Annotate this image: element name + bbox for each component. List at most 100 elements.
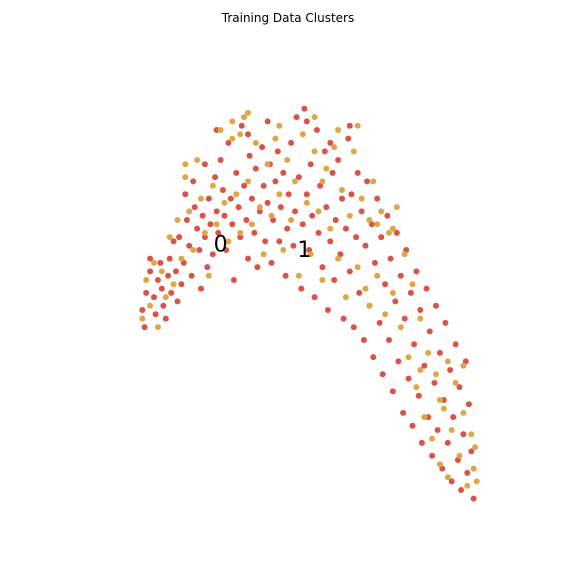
data-point [223, 247, 230, 253]
data-point [252, 165, 259, 172]
data-point [470, 465, 477, 472]
data-point [162, 315, 169, 322]
data-point [190, 247, 197, 253]
data-point [295, 272, 302, 279]
data-point [460, 431, 467, 438]
data-point [392, 298, 399, 305]
data-point [186, 242, 193, 249]
data-point [371, 259, 378, 266]
data-point [176, 234, 183, 241]
data-point [409, 422, 416, 429]
data-point [205, 195, 212, 202]
data-point [303, 118, 310, 125]
data-point [221, 199, 228, 206]
data-point [323, 204, 330, 211]
data-point [345, 135, 352, 142]
data-point [444, 439, 451, 446]
data-point [400, 409, 407, 416]
data-point [303, 199, 310, 206]
data-points [139, 105, 480, 502]
data-point [248, 195, 255, 202]
data-point [358, 208, 365, 215]
data-point [143, 277, 150, 283]
data-point [468, 448, 475, 455]
data-point [221, 212, 228, 219]
data-point [444, 474, 451, 481]
data-point [157, 259, 164, 266]
chart-title: Training Data Clusters [221, 11, 354, 25]
data-point [346, 212, 353, 219]
data-point [335, 127, 342, 133]
data-point [225, 238, 232, 245]
data-point [198, 285, 204, 292]
data-point [382, 311, 389, 318]
data-point [468, 431, 475, 438]
data-point [188, 272, 195, 279]
data-point [205, 272, 212, 279]
data-point [268, 212, 275, 219]
data-point [309, 212, 316, 219]
data-point [378, 234, 385, 241]
data-point [473, 478, 480, 485]
data-point [303, 191, 310, 198]
data-point [323, 165, 330, 172]
data-point [448, 478, 455, 485]
data-point [401, 315, 408, 322]
data-point [421, 414, 428, 421]
data-point [448, 427, 455, 433]
data-point [311, 294, 318, 301]
data-point [143, 289, 150, 296]
data-point [152, 311, 159, 318]
data-point [358, 195, 365, 202]
data-point [354, 122, 361, 129]
data-point [172, 268, 179, 275]
data-point [433, 302, 439, 309]
data-point [245, 255, 251, 262]
data-point [147, 268, 154, 275]
data-point [219, 187, 226, 193]
data-point [139, 307, 146, 313]
data-point [183, 217, 190, 223]
data-point [280, 169, 287, 176]
data-point [237, 131, 244, 138]
data-point [215, 229, 222, 236]
data-point [235, 204, 242, 211]
cluster-label-1: 1 [297, 238, 311, 263]
data-point [335, 157, 342, 163]
data-point [436, 349, 443, 356]
data-point [299, 221, 306, 228]
data-point [376, 319, 383, 326]
data-point [290, 242, 297, 249]
data-point [393, 229, 400, 236]
data-point [332, 217, 339, 223]
data-point [319, 264, 326, 271]
data-point [237, 234, 244, 241]
data-point [387, 255, 394, 262]
data-point [213, 208, 220, 215]
data-point [384, 212, 391, 219]
data-point [425, 349, 432, 356]
data-point [284, 157, 291, 163]
data-point [170, 238, 177, 245]
data-point [272, 135, 279, 142]
data-point [415, 392, 422, 399]
data-point [319, 178, 326, 185]
data-point [182, 191, 189, 198]
data-point [162, 294, 169, 301]
data-point [417, 315, 424, 322]
data-point [362, 242, 369, 249]
data-point [246, 152, 253, 159]
data-point [331, 144, 338, 151]
data-point [256, 208, 263, 215]
data-point [272, 178, 279, 185]
data-point [241, 182, 248, 189]
data-point [256, 204, 263, 211]
data-point [201, 161, 208, 168]
data-point [378, 208, 385, 215]
data-point [307, 161, 314, 168]
data-point [230, 277, 237, 283]
data-point [174, 217, 181, 223]
data-point [194, 157, 201, 163]
data-point [311, 114, 318, 121]
